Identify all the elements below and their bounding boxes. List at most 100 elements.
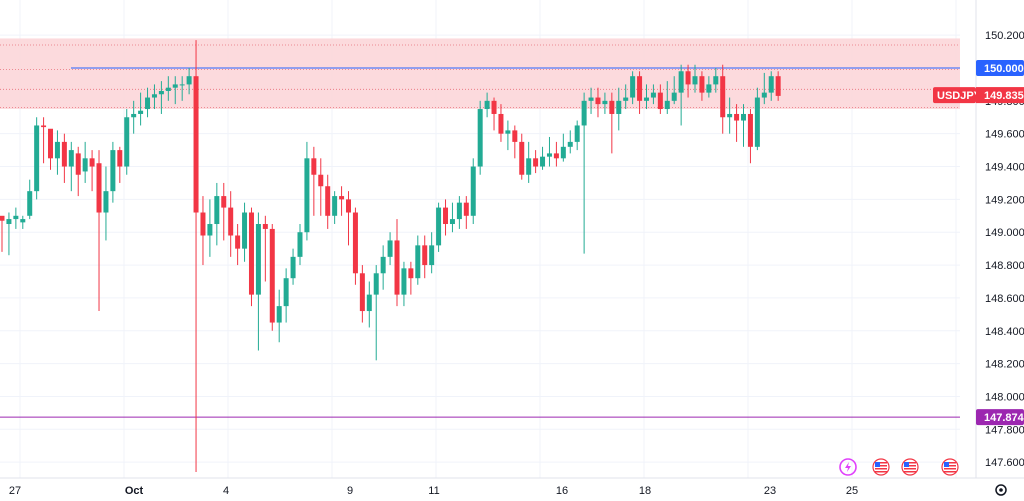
lightning-icon-ring: [839, 458, 857, 476]
candle-up: [484, 100, 490, 110]
candle-down: [200, 212, 206, 236]
flag-canton: [904, 462, 909, 467]
flag-canton: [944, 462, 949, 467]
candle-up: [567, 141, 573, 147]
candle-up: [297, 232, 303, 257]
candle-down: [685, 71, 691, 85]
y-tick-label: 149.600: [985, 129, 1024, 141]
candle-up: [664, 100, 670, 110]
y-tick-label: 149.000: [985, 227, 1024, 239]
event-icons[interactable]: [839, 458, 1007, 496]
candle-down: [463, 202, 469, 216]
candle-up: [54, 141, 60, 159]
y-tick-label: 148.000: [985, 391, 1024, 403]
flag-stripe: [875, 468, 887, 470]
candle-down: [262, 224, 268, 229]
candle-up: [630, 76, 636, 98]
x-tick-label: 4: [223, 485, 229, 497]
flag-stripe: [875, 465, 887, 467]
candle-up: [727, 113, 733, 118]
flag-stripe: [875, 471, 887, 473]
candle-up: [131, 113, 137, 118]
candle-up: [616, 100, 622, 114]
y-tick-label: 150.200: [985, 30, 1024, 42]
gear-icon-inner: [999, 488, 1003, 492]
candle-up: [138, 110, 144, 114]
candle-up: [456, 202, 462, 220]
candle-down: [553, 153, 559, 159]
candle-up: [387, 240, 393, 257]
candle-up: [373, 273, 379, 295]
x-tick-label: 23: [764, 485, 776, 497]
candle-down: [394, 240, 400, 295]
candle-up: [158, 90, 164, 95]
candle-down: [720, 76, 726, 118]
flag-stripe: [944, 465, 956, 467]
candle-up: [526, 158, 532, 175]
candle-up: [179, 84, 185, 86]
y-tick-label: 149.400: [985, 162, 1024, 174]
x-tick-label: 27: [9, 485, 21, 497]
candle-down: [221, 196, 227, 208]
candle-down: [75, 153, 81, 175]
candle-up: [186, 76, 192, 85]
candle-up: [82, 158, 88, 172]
candle-up: [768, 76, 774, 93]
x-tick-label: 11: [428, 485, 439, 497]
candle-up: [415, 245, 421, 279]
candle-up: [20, 219, 26, 223]
candle-down: [228, 207, 234, 236]
candle-up: [207, 224, 213, 236]
candle-down: [533, 158, 539, 167]
candle-up: [706, 84, 712, 93]
candle-down: [61, 141, 67, 167]
x-tick-label: 18: [639, 485, 651, 497]
gear-icon[interactable]: [995, 484, 1007, 496]
time-axis[interactable]: 27 Oct 4 9 11 16 18 23 25: [0, 477, 1024, 497]
price-tag-box: [976, 409, 1024, 426]
y-tick-label: 148.600: [985, 293, 1024, 305]
supply-zone: [0, 38, 960, 110]
candle-up: [27, 191, 33, 216]
candle-down: [339, 196, 345, 200]
last-price-tag-label: 149.835: [984, 90, 1024, 102]
us-flag-icon[interactable]: [872, 458, 890, 476]
candle-up: [588, 97, 594, 101]
candle-up: [540, 156, 546, 167]
grid: [0, 0, 960, 478]
candle-down: [422, 245, 428, 266]
us-flag-icon[interactable]: [901, 458, 919, 476]
zone-rect: [0, 38, 960, 110]
us-flag-icon[interactable]: [941, 458, 959, 476]
price-axis[interactable]: 150.200149.800149.600149.400149.200149.0…: [975, 0, 1024, 478]
candle-up: [560, 146, 566, 159]
candle-up: [581, 100, 587, 126]
candle-up: [366, 294, 372, 312]
candle-down: [498, 113, 504, 134]
y-tick-label: 148.200: [985, 359, 1024, 371]
candle-up: [214, 196, 220, 225]
x-tick-label: 16: [556, 485, 568, 497]
candle-up: [477, 109, 483, 167]
flag-stripe: [944, 471, 956, 473]
lightning-icon[interactable]: [839, 458, 857, 476]
candle-down: [699, 76, 705, 93]
candle-up: [6, 219, 12, 225]
horizontal-lines: [0, 67, 960, 418]
flag-stripe: [904, 462, 916, 464]
candle-up: [602, 100, 608, 105]
y-tick-label: 149.200: [985, 194, 1024, 206]
candle-up: [623, 97, 629, 101]
candle-up: [290, 256, 296, 279]
candle-up: [34, 125, 40, 192]
flag-canton: [875, 462, 880, 467]
flag-stripe: [904, 465, 916, 467]
candle-up: [276, 306, 282, 323]
x-tick-label: 25: [846, 485, 858, 497]
price-tag-label: 150.000: [984, 63, 1024, 75]
candle-up: [449, 219, 455, 225]
candle-down: [318, 174, 324, 187]
candle-up: [650, 92, 656, 98]
candle-up: [546, 153, 552, 157]
